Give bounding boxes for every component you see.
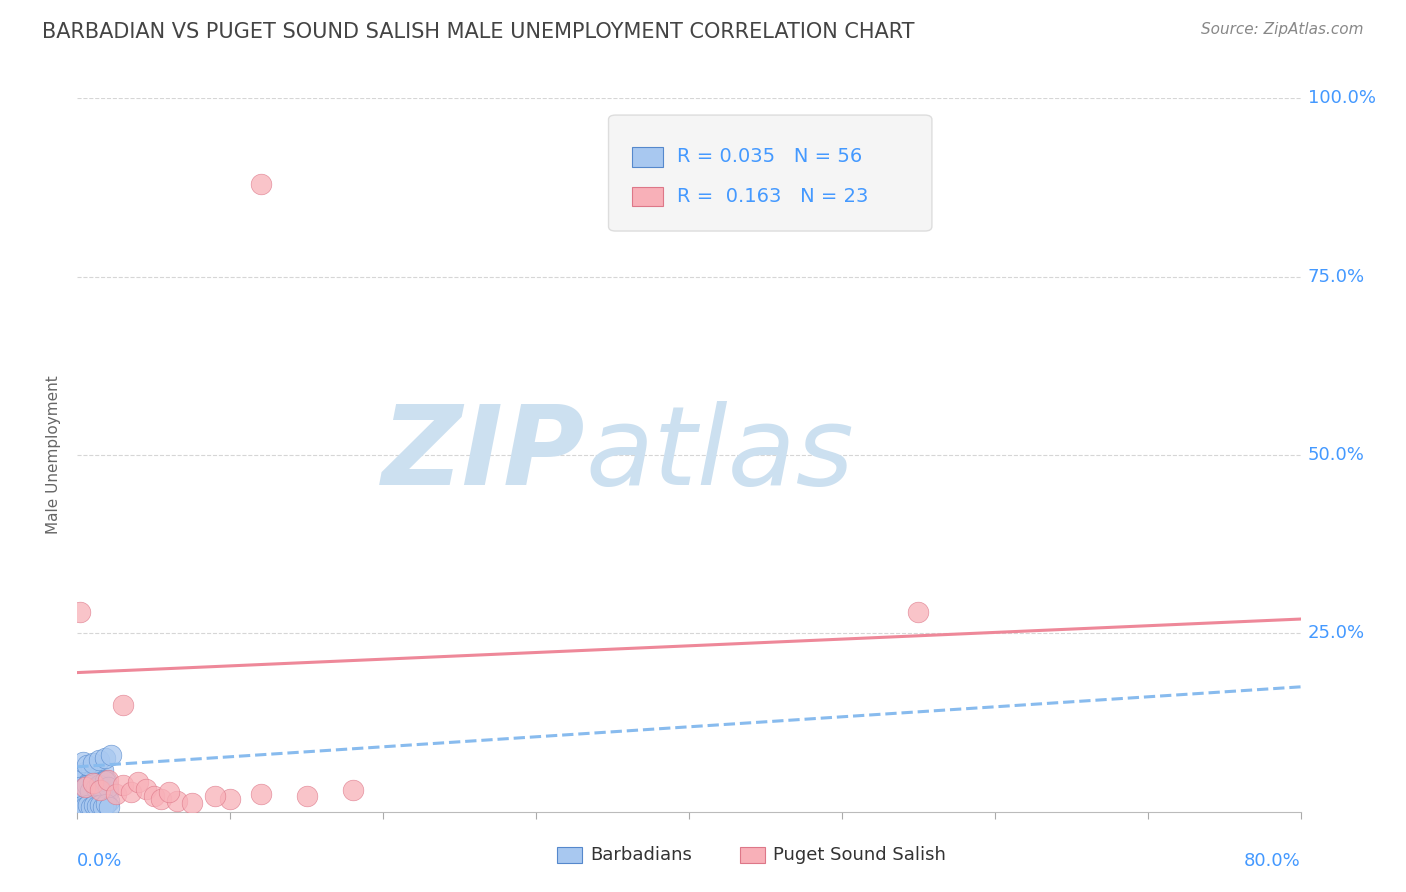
Point bbox=[87, 778, 110, 792]
Text: 75.0%: 75.0% bbox=[1308, 268, 1365, 285]
Point bbox=[90, 782, 112, 797]
Text: atlas: atlas bbox=[585, 401, 853, 508]
Point bbox=[86, 799, 108, 814]
Point bbox=[72, 781, 94, 796]
Point bbox=[89, 798, 111, 813]
Point bbox=[77, 798, 100, 813]
Point bbox=[73, 780, 96, 794]
Point bbox=[83, 771, 105, 785]
Point bbox=[73, 799, 96, 814]
Point bbox=[104, 787, 127, 801]
Point bbox=[83, 793, 105, 807]
Point bbox=[87, 786, 110, 800]
Point bbox=[80, 796, 103, 810]
Point bbox=[100, 747, 122, 762]
Point bbox=[150, 792, 173, 806]
Point bbox=[76, 783, 98, 797]
Text: R =  0.163   N = 23: R = 0.163 N = 23 bbox=[678, 187, 869, 206]
Point bbox=[96, 796, 118, 810]
Text: Puget Sound Salish: Puget Sound Salish bbox=[773, 846, 946, 863]
Point bbox=[69, 605, 91, 619]
Point bbox=[135, 781, 157, 796]
Point bbox=[112, 698, 135, 712]
Y-axis label: Male Unemployment: Male Unemployment bbox=[46, 376, 62, 534]
Point bbox=[94, 751, 117, 765]
Point bbox=[76, 758, 98, 772]
Point bbox=[82, 776, 104, 790]
Text: BARBADIAN VS PUGET SOUND SALISH MALE UNEMPLOYMENT CORRELATION CHART: BARBADIAN VS PUGET SOUND SALISH MALE UNE… bbox=[42, 22, 915, 42]
Point bbox=[120, 785, 142, 799]
Point bbox=[181, 796, 204, 810]
Text: ZIP: ZIP bbox=[381, 401, 585, 508]
Point bbox=[69, 790, 91, 805]
Text: R = 0.035   N = 56: R = 0.035 N = 56 bbox=[678, 147, 863, 167]
Point bbox=[82, 775, 104, 789]
Point bbox=[127, 774, 149, 789]
Point bbox=[86, 795, 108, 809]
Point bbox=[98, 800, 121, 814]
Point bbox=[83, 797, 105, 812]
Point bbox=[97, 780, 120, 795]
Point bbox=[91, 799, 114, 814]
Point bbox=[77, 776, 100, 790]
Point bbox=[69, 780, 91, 794]
Point bbox=[97, 772, 120, 787]
Point bbox=[89, 774, 111, 789]
Point bbox=[250, 177, 273, 191]
Point bbox=[157, 785, 180, 799]
Point bbox=[250, 787, 273, 801]
Point bbox=[166, 794, 188, 808]
Point bbox=[219, 792, 242, 806]
Point bbox=[70, 794, 93, 808]
Point bbox=[204, 789, 226, 803]
Point bbox=[69, 769, 91, 783]
Point bbox=[84, 781, 107, 796]
Point bbox=[80, 762, 103, 776]
Point bbox=[70, 772, 93, 787]
Point bbox=[72, 787, 94, 801]
Point bbox=[84, 788, 107, 802]
Point bbox=[70, 799, 93, 814]
Point bbox=[76, 778, 98, 792]
Point bbox=[73, 797, 96, 812]
Point bbox=[82, 785, 104, 799]
Point bbox=[72, 755, 94, 769]
Point bbox=[342, 783, 364, 797]
Point bbox=[80, 800, 103, 814]
Point bbox=[87, 753, 110, 767]
Text: 80.0%: 80.0% bbox=[1244, 852, 1301, 870]
Text: Source: ZipAtlas.com: Source: ZipAtlas.com bbox=[1201, 22, 1364, 37]
Point bbox=[112, 778, 135, 792]
Point bbox=[96, 773, 118, 788]
Text: 0.0%: 0.0% bbox=[77, 852, 122, 870]
Point bbox=[91, 792, 114, 806]
Point bbox=[77, 792, 100, 806]
Point bbox=[97, 785, 120, 799]
Text: 25.0%: 25.0% bbox=[1308, 624, 1365, 642]
Text: Barbadians: Barbadians bbox=[591, 846, 692, 863]
Point bbox=[142, 789, 165, 803]
Point bbox=[79, 789, 101, 803]
Point bbox=[96, 797, 118, 811]
Point bbox=[79, 784, 101, 798]
Point bbox=[907, 605, 929, 619]
Point bbox=[98, 794, 121, 808]
Point bbox=[90, 789, 112, 803]
Point bbox=[94, 774, 117, 789]
Point bbox=[73, 765, 96, 780]
Point bbox=[295, 789, 318, 803]
Text: 100.0%: 100.0% bbox=[1308, 89, 1375, 107]
Point bbox=[86, 767, 108, 781]
Point bbox=[89, 797, 111, 811]
Point bbox=[89, 783, 111, 797]
Point bbox=[91, 764, 114, 778]
Text: 50.0%: 50.0% bbox=[1308, 446, 1364, 464]
Point bbox=[82, 756, 104, 771]
Point bbox=[94, 789, 117, 804]
